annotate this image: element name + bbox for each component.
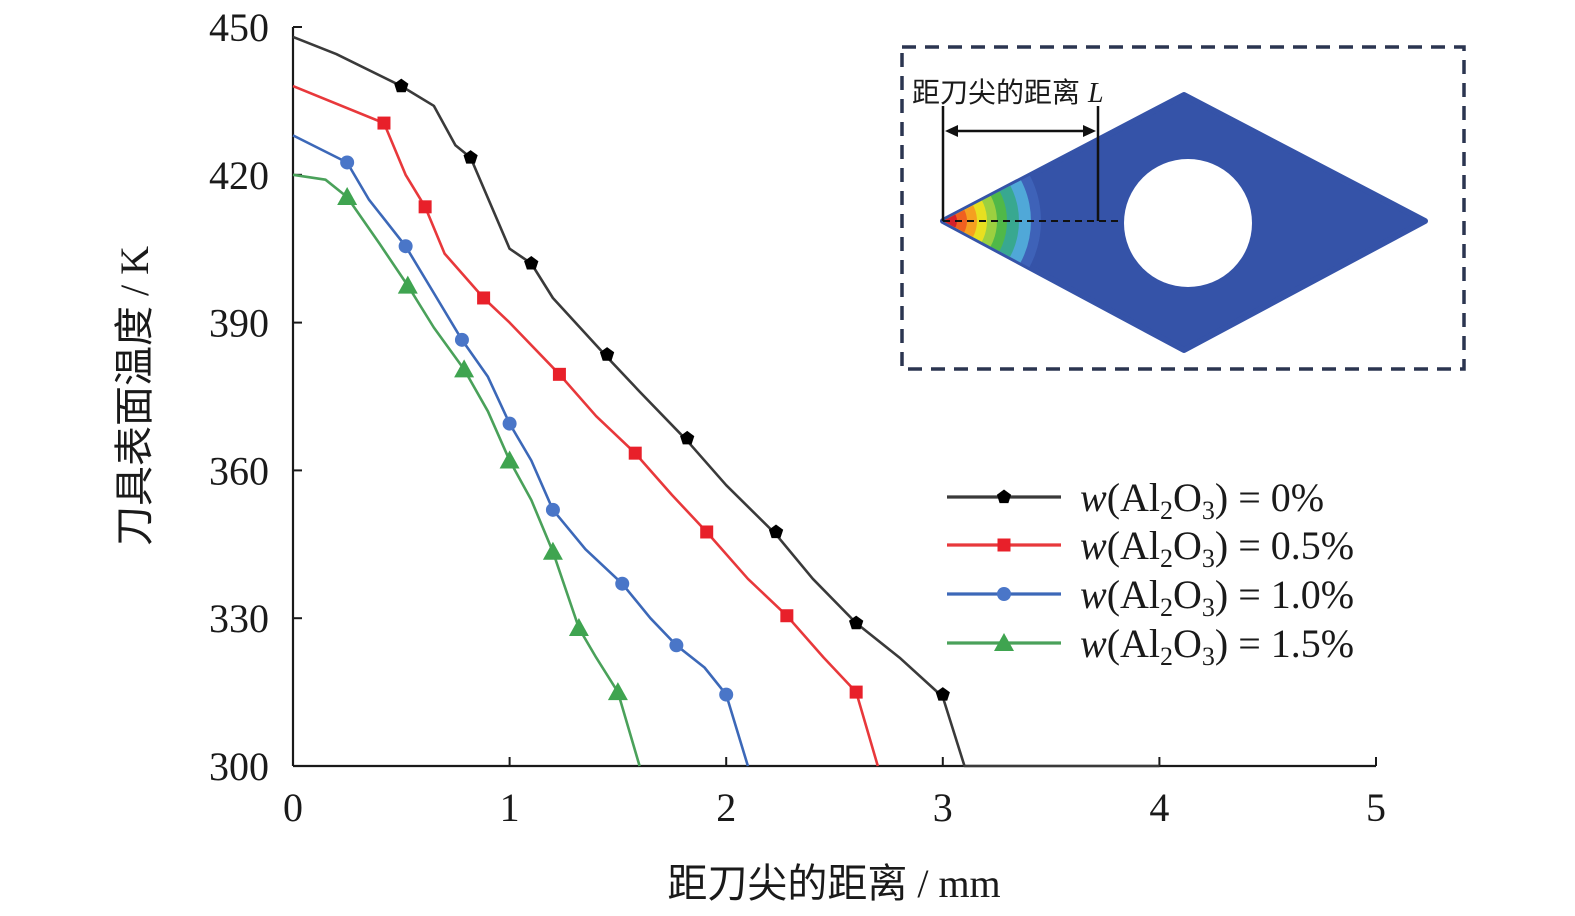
arrowhead-right xyxy=(1083,125,1096,137)
series-layer xyxy=(292,35,1160,768)
data-point xyxy=(377,116,391,130)
data-point xyxy=(418,200,432,214)
series-1 xyxy=(292,84,880,767)
data-point xyxy=(337,186,358,205)
y-tick-label: 300 xyxy=(209,744,269,789)
arrowhead-left xyxy=(945,125,958,137)
y-axis-label: 刀具表面温度 / K xyxy=(112,246,157,546)
insert-hole xyxy=(1124,159,1252,287)
series-line xyxy=(292,84,880,767)
x-tick-label: 2 xyxy=(716,785,736,830)
legend-label: w(Al2O3) = 1.0% xyxy=(1080,572,1354,622)
x-tick-label: 1 xyxy=(500,785,520,830)
data-point xyxy=(394,78,409,93)
data-point xyxy=(524,256,539,270)
x-tick-label: 3 xyxy=(933,785,953,830)
series-0 xyxy=(292,35,1160,768)
data-point xyxy=(568,618,589,637)
y-tick-label: 420 xyxy=(209,153,269,198)
data-point xyxy=(499,450,520,469)
data-point xyxy=(397,275,418,294)
legend-item: w(Al2O3) = 0.5% xyxy=(947,523,1354,573)
data-point xyxy=(607,682,628,701)
data-point xyxy=(552,367,566,381)
data-point xyxy=(463,150,478,164)
y-tick-label: 390 xyxy=(209,301,269,346)
cutting-insert xyxy=(940,92,1428,353)
legend-marker xyxy=(994,633,1014,651)
y-tick-label: 330 xyxy=(209,596,269,641)
inset-border xyxy=(900,45,1466,371)
data-point xyxy=(340,155,355,170)
data-point xyxy=(545,502,560,517)
data-point xyxy=(454,332,469,347)
x-tick-label: 5 xyxy=(1366,785,1386,830)
axis-ticks: 0 1 2 3 4 5 300 330 360 390 420 450 xyxy=(209,5,1386,830)
data-point xyxy=(680,430,695,445)
data-point xyxy=(398,239,413,254)
series-3 xyxy=(292,173,641,767)
data-point xyxy=(849,615,864,630)
series-2 xyxy=(292,134,750,767)
data-point xyxy=(542,541,563,560)
data-point xyxy=(700,525,714,539)
y-tick-label: 450 xyxy=(209,5,269,50)
legend-item: w(Al2O3) = 1.0% xyxy=(947,572,1354,622)
series-line xyxy=(292,35,1160,768)
y-tick-label: 360 xyxy=(209,448,269,493)
data-point xyxy=(502,416,517,431)
x-tick-label: 4 xyxy=(1149,785,1169,830)
legend-item: w(Al2O3) = 1.5% xyxy=(947,621,1354,671)
data-point xyxy=(669,638,684,653)
inset-figure: 距刀尖的距离 L xyxy=(900,45,1466,371)
inset-label: 距刀尖的距离 L xyxy=(912,77,1104,109)
legend: w(Al2O3) = 0%w(Al2O3) = 0.5%w(Al2O3) = 1… xyxy=(947,475,1354,671)
x-axis-label: 距刀尖的距离 / mm xyxy=(667,861,1000,906)
legend-label: w(Al2O3) = 1.5% xyxy=(1080,621,1354,671)
data-point xyxy=(935,687,950,701)
axes xyxy=(291,27,1376,768)
legend-item: w(Al2O3) = 0% xyxy=(947,475,1324,525)
data-point xyxy=(719,687,734,702)
legend-label: w(Al2O3) = 0% xyxy=(1080,475,1324,525)
series-line xyxy=(292,173,641,767)
data-point xyxy=(768,524,784,539)
legend-marker xyxy=(996,489,1012,504)
data-point xyxy=(477,291,491,305)
legend-label: w(Al2O3) = 0.5% xyxy=(1080,523,1354,573)
data-point xyxy=(628,446,642,460)
data-point xyxy=(599,347,615,361)
data-point xyxy=(454,359,475,378)
x-tick-label: 0 xyxy=(283,785,303,830)
data-point xyxy=(849,685,863,699)
data-point xyxy=(615,576,630,591)
legend-marker xyxy=(997,587,1011,601)
data-point xyxy=(780,609,794,623)
series-line xyxy=(292,134,750,767)
legend-marker xyxy=(997,538,1011,552)
